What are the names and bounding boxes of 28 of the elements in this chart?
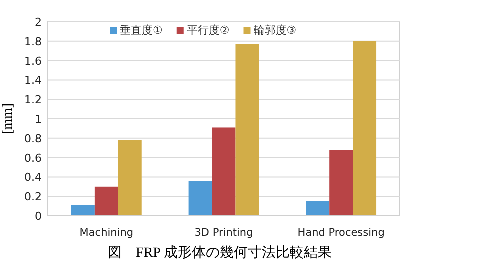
bar <box>306 201 330 216</box>
bar <box>212 128 236 216</box>
y-tick-label: 0.8 <box>24 132 42 146</box>
bar <box>330 150 354 216</box>
bar <box>236 44 260 216</box>
y-tick-label: 0 <box>35 210 42 223</box>
y-tick-label: 1.2 <box>24 94 42 107</box>
text: 図 FRP 成形体の幾何寸法比較結果 <box>108 245 332 261</box>
bar <box>353 41 377 216</box>
x-tick-label: Hand Processing <box>298 227 385 239</box>
x-tick-label: 3D Printing <box>194 227 254 239</box>
y-tick-label: 1 <box>35 113 42 126</box>
legend-label: 平行度② <box>186 24 230 37</box>
legend-label: 垂直度① <box>120 24 163 37</box>
y-tick-label: 1.8 <box>24 35 42 48</box>
y-tick-label: 1.4 <box>24 74 42 88</box>
x-tick-label: Machining <box>80 227 134 239</box>
y-tick-label: 1.6 <box>24 54 42 68</box>
y-tick-label: 0.6 <box>24 152 42 165</box>
bar <box>118 140 142 216</box>
y-axis-title: [mm] <box>1 103 16 135</box>
y-tick-label: 2 <box>35 16 42 29</box>
y-tick-label: 0.2 <box>24 190 42 204</box>
bar <box>94 186 118 216</box>
bar <box>71 205 95 216</box>
legend-label: 輪郭度③ <box>254 24 297 37</box>
bar <box>188 181 212 216</box>
y-tick-label: 0.4 <box>24 171 42 184</box>
